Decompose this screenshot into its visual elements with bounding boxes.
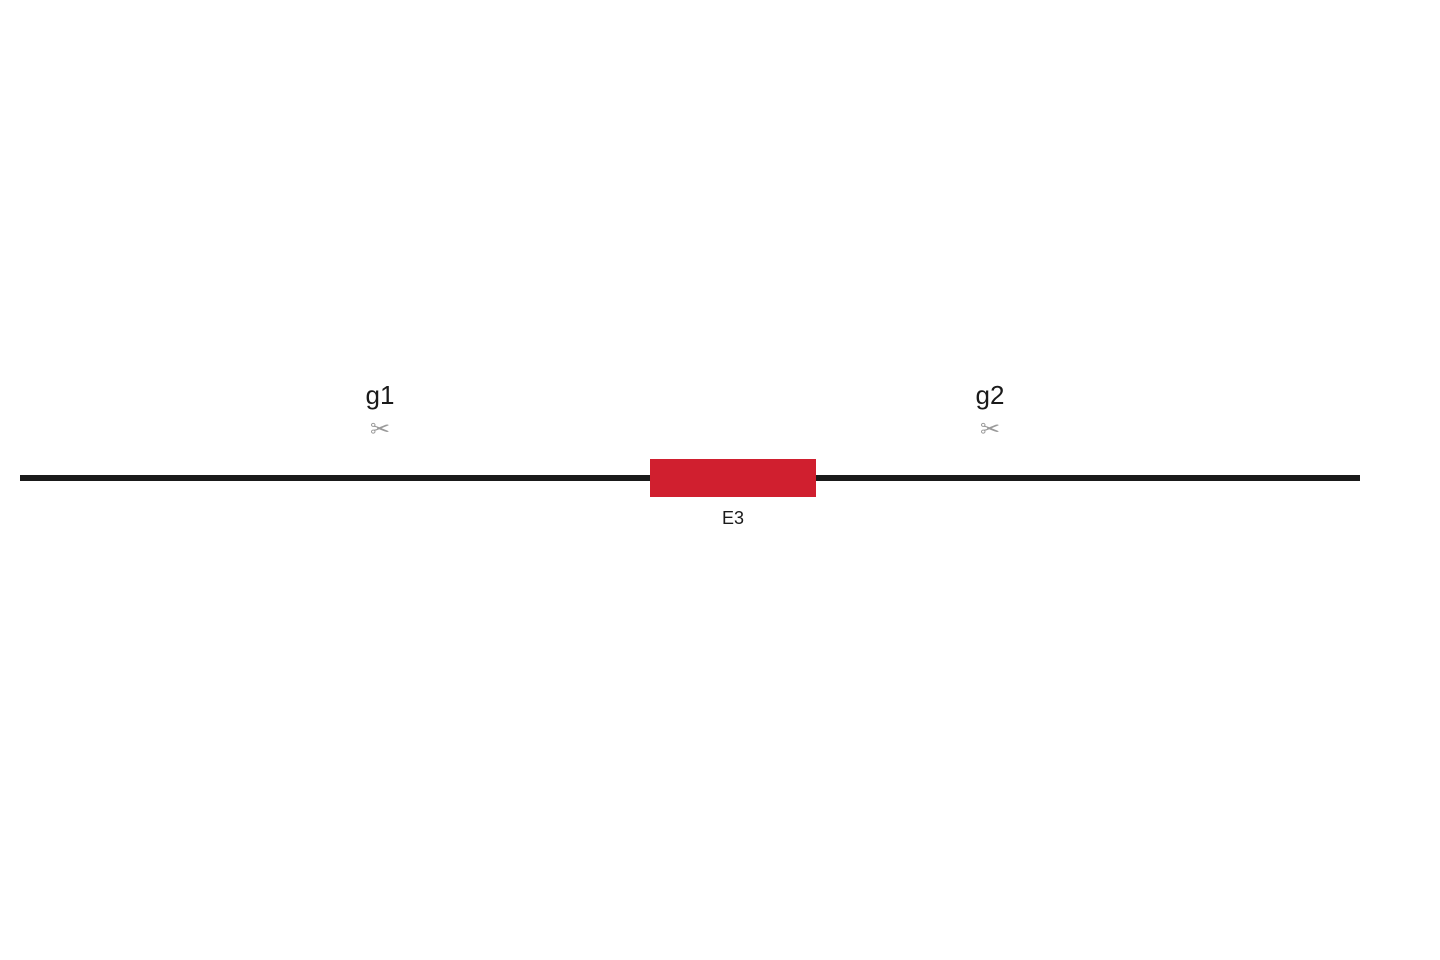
scissors-icon: ✂	[980, 418, 1000, 442]
scissors-icon: ✂	[370, 418, 390, 442]
exon-box	[650, 459, 816, 497]
cut-site-label-g1: g1	[366, 380, 395, 411]
exon-label: E3	[722, 508, 744, 529]
cut-site-label-g2: g2	[976, 380, 1005, 411]
